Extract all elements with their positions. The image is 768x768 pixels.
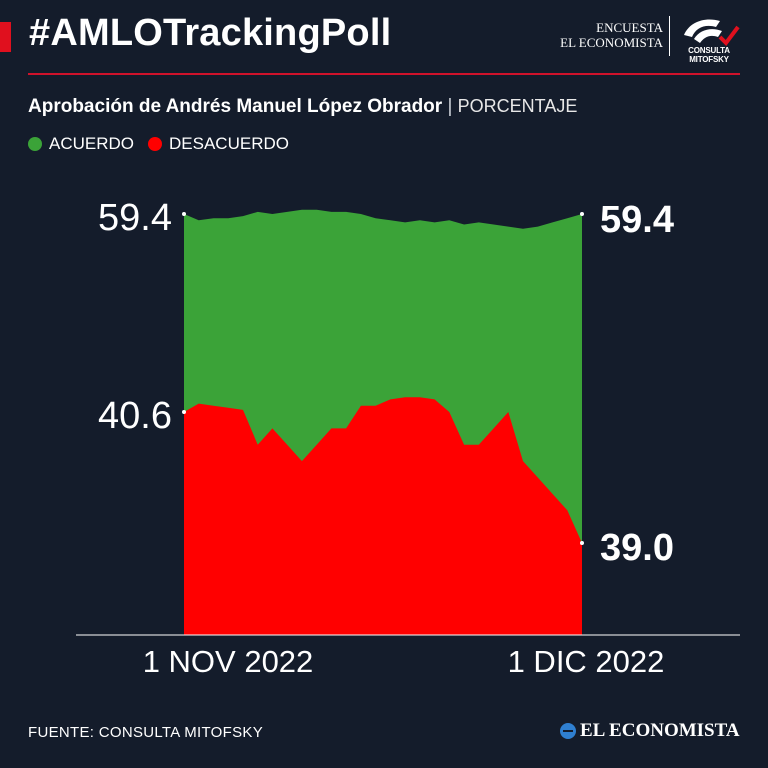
- header-divider: [28, 73, 740, 75]
- left-label-desacuerdo: 40.6: [98, 395, 172, 437]
- footer-brand-text: EL ECONOMISTA: [580, 720, 740, 741]
- footer-brand-logo: EL ECONOMISTA: [560, 720, 740, 742]
- legend-item-acuerdo: ACUERDO: [28, 134, 134, 154]
- left-marker-acuerdo: [182, 212, 186, 216]
- subtitle-separator: |: [447, 96, 453, 117]
- right-label-acuerdo: 59.4: [600, 199, 674, 241]
- legend-label-desacuerdo: DESACUERDO: [169, 134, 289, 153]
- page-title: #AMLOTrackingPoll: [29, 12, 392, 54]
- right-marker-desacuerdo: [580, 541, 584, 545]
- right-label-desacuerdo: 39.0: [600, 527, 674, 569]
- subtitle-main: Aprobación de Andrés Manuel López Obrado…: [28, 96, 443, 117]
- x-tick-label-start: 1 NOV 2022: [143, 644, 314, 679]
- legend-item-desacuerdo: DESACUERDO: [148, 134, 289, 154]
- right-marker-acuerdo: [580, 212, 584, 216]
- x-tick-label-end: 1 DIC 2022: [508, 644, 665, 679]
- title-accent-bar: [0, 22, 11, 52]
- logo-line-1: ENCUESTA: [596, 20, 663, 35]
- area-desacuerdo: [184, 397, 582, 635]
- globe-icon: [560, 723, 576, 739]
- encuesta-logo: ENCUESTA EL ECONOMISTA: [555, 20, 663, 50]
- footer-source: FUENTE: CONSULTA MITOFSKY: [28, 724, 264, 741]
- logo-line-2: EL ECONOMISTA: [560, 35, 663, 50]
- mitofsky-logo-label: CONSULTA MITOFSKY: [688, 46, 730, 64]
- chart-subtitle: Aprobación de Andrés Manuel López Obrado…: [28, 96, 577, 118]
- legend-dot-acuerdo: [28, 137, 42, 151]
- left-label-acuerdo: 59.4: [98, 197, 172, 239]
- mitofsky-logo-icon: [684, 19, 740, 47]
- left-marker-desacuerdo: [182, 410, 186, 414]
- legend-dot-desacuerdo: [148, 137, 163, 151]
- logo-separator: [669, 16, 670, 56]
- chart-legend: ACUERDO DESACUERDO: [28, 134, 303, 154]
- legend-label-acuerdo: ACUERDO: [49, 134, 135, 153]
- subtitle-unit: PORCENTAJE: [457, 96, 578, 116]
